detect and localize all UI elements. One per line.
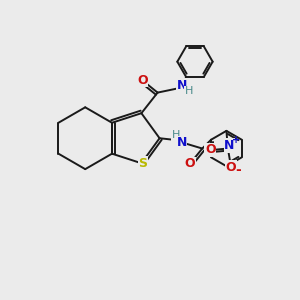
Text: N: N bbox=[224, 139, 235, 152]
Text: N: N bbox=[176, 136, 187, 149]
Text: N: N bbox=[177, 79, 187, 92]
Text: O: O bbox=[205, 143, 215, 157]
Text: H: H bbox=[185, 86, 193, 96]
Text: +: + bbox=[232, 135, 240, 145]
Text: S: S bbox=[138, 157, 147, 170]
Text: O: O bbox=[137, 74, 148, 87]
Text: H: H bbox=[172, 130, 180, 140]
Text: O: O bbox=[184, 157, 195, 170]
Text: -: - bbox=[235, 163, 241, 177]
Text: O: O bbox=[226, 160, 236, 174]
